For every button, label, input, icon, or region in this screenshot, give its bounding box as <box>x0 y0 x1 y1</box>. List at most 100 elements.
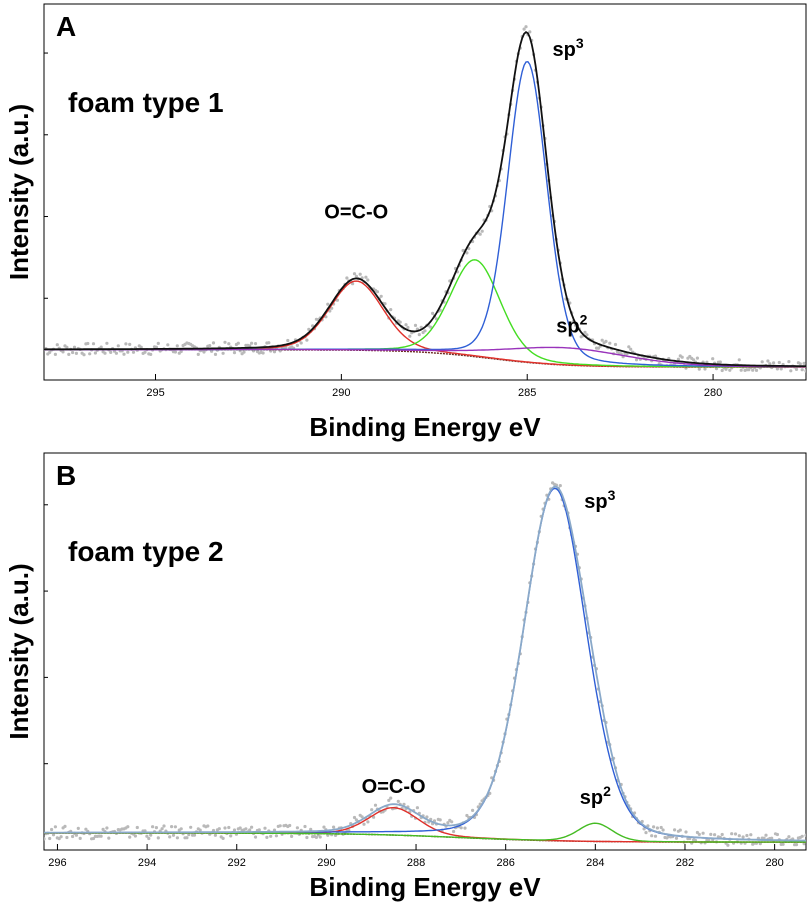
data-point <box>250 341 254 345</box>
data-point <box>109 350 113 354</box>
data-point <box>754 368 759 372</box>
data-point <box>322 825 326 829</box>
data-point <box>139 345 143 349</box>
plot-frame <box>43 452 807 851</box>
data-point <box>678 828 682 832</box>
data-point <box>61 350 65 354</box>
data-point <box>107 836 111 840</box>
data-point <box>114 351 118 355</box>
data-point <box>389 308 393 312</box>
data-point <box>50 827 54 832</box>
plot-area <box>44 25 806 373</box>
data-point <box>463 826 467 830</box>
panel-label: A <box>56 11 76 42</box>
data-point <box>223 340 227 344</box>
data-point <box>600 338 604 342</box>
data-point <box>227 825 231 830</box>
data-point <box>335 298 339 302</box>
data-point <box>143 350 147 354</box>
peak-annotation: sp3 <box>584 487 615 513</box>
data-point <box>154 826 158 830</box>
data-point <box>524 25 528 29</box>
data-point <box>800 368 804 372</box>
x-tick-label: 290 <box>317 857 335 869</box>
data-point <box>779 367 783 371</box>
data-point <box>131 350 136 354</box>
data-point <box>223 826 227 830</box>
data-point <box>274 834 278 838</box>
data-point <box>99 345 103 349</box>
data-point <box>684 830 688 834</box>
data-point <box>206 824 210 828</box>
data-point <box>747 368 751 372</box>
x-tick-label: 280 <box>704 387 722 399</box>
data-point <box>802 361 806 365</box>
data-point <box>171 833 176 837</box>
data-point <box>775 832 780 837</box>
data-point <box>124 342 128 346</box>
annotation-superscript: 3 <box>576 35 584 51</box>
annotation-base: sp <box>556 315 579 337</box>
data-point <box>730 832 734 836</box>
data-point <box>53 352 58 356</box>
plot-area <box>44 481 806 847</box>
data-point <box>67 352 71 356</box>
data-point <box>236 341 240 345</box>
data-point <box>608 341 612 345</box>
data-point <box>213 352 218 356</box>
data-point <box>362 822 366 826</box>
data-point <box>431 311 435 315</box>
data-point <box>211 341 216 345</box>
data-point <box>465 251 469 255</box>
data-point <box>332 825 336 829</box>
data-point <box>789 369 793 373</box>
x-axis-label: Binding Energy eV <box>309 412 541 442</box>
data-point <box>707 838 711 842</box>
data-point <box>248 828 252 832</box>
annotation-base: sp <box>580 787 603 809</box>
data-point <box>250 825 254 829</box>
data-point <box>772 361 776 365</box>
annotation-base: sp <box>584 491 607 513</box>
data-point <box>44 837 46 841</box>
data-point <box>583 330 587 334</box>
data-point <box>804 833 806 837</box>
data-point <box>389 796 393 800</box>
peak-annotation: O=C-O <box>362 776 426 798</box>
data-point <box>101 827 105 832</box>
x-tick-label: 294 <box>138 857 156 869</box>
data-point <box>175 344 179 348</box>
data-point <box>253 342 258 346</box>
data-point <box>84 827 88 831</box>
data-point <box>76 826 80 831</box>
data-point <box>745 833 749 838</box>
data-point <box>173 825 177 829</box>
data-point <box>91 342 96 346</box>
data-point <box>674 836 679 840</box>
x-tick-label: 280 <box>765 857 783 869</box>
data-point <box>74 351 78 355</box>
data-point <box>741 835 745 839</box>
data-point <box>467 247 471 251</box>
data-point <box>459 826 463 830</box>
data-point <box>135 825 139 830</box>
data-point <box>604 339 608 343</box>
data-point <box>613 342 618 347</box>
data-point <box>74 833 78 837</box>
data-point <box>221 351 225 355</box>
data-point <box>775 367 780 371</box>
data-point <box>221 836 225 841</box>
data-point <box>303 824 307 829</box>
x-tick-label: 288 <box>407 857 425 869</box>
data-point <box>103 351 107 355</box>
data-point <box>128 835 132 839</box>
data-point <box>713 833 717 837</box>
data-point <box>156 836 160 840</box>
data-point <box>324 315 328 319</box>
data-point <box>634 358 639 362</box>
data-point <box>151 825 155 829</box>
envelope-line <box>44 30 806 367</box>
x-tick-label: 286 <box>497 857 515 869</box>
data-point <box>478 232 482 236</box>
data-point <box>65 835 69 840</box>
